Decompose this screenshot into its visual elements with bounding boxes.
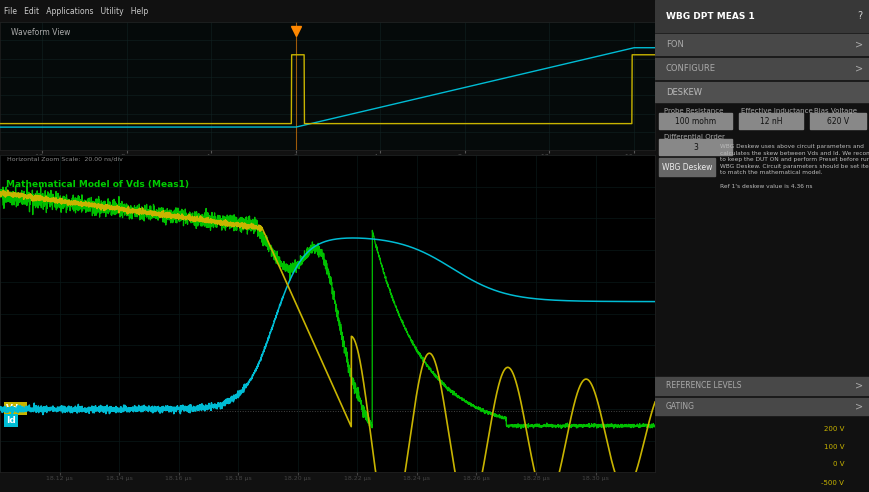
- Text: CONFIGURE: CONFIGURE: [665, 64, 715, 73]
- Text: GATING: GATING: [665, 402, 694, 411]
- Text: 12 nH: 12 nH: [759, 117, 781, 125]
- Text: Vds: Vds: [6, 403, 24, 413]
- Text: ?: ?: [856, 11, 861, 21]
- Text: Probe Resistance: Probe Resistance: [663, 108, 722, 114]
- Text: DESKEW: DESKEW: [665, 88, 701, 96]
- Text: 3: 3: [693, 143, 698, 152]
- Bar: [659, 113, 732, 129]
- Text: REFERENCE LEVELS: REFERENCE LEVELS: [665, 381, 740, 390]
- Text: Differential Order: Differential Order: [663, 134, 724, 140]
- Text: WBG Deskew uses above circuit parameters and
calculates the skew between Vds and: WBG Deskew uses above circuit parameters…: [719, 144, 869, 188]
- Bar: [654, 58, 869, 79]
- Bar: [654, 0, 869, 32]
- Text: 620 V: 620 V: [826, 117, 848, 125]
- Bar: [738, 113, 802, 129]
- Text: Horizontal Zoom Scale:  20.00 ns/div: Horizontal Zoom Scale: 20.00 ns/div: [7, 157, 123, 162]
- Bar: [659, 139, 732, 155]
- Bar: [659, 158, 714, 176]
- Text: Mathematical Model of Vds (Meas1): Mathematical Model of Vds (Meas1): [6, 180, 189, 189]
- Text: File   Edit   Applications   Utility   Help: File Edit Applications Utility Help: [4, 6, 149, 16]
- Text: WBG DPT MEAS 1: WBG DPT MEAS 1: [665, 12, 753, 21]
- Text: Id: Id: [6, 416, 16, 425]
- Text: >: >: [854, 40, 862, 50]
- Text: FON: FON: [665, 40, 683, 49]
- Text: >: >: [854, 381, 862, 391]
- Text: >: >: [854, 63, 862, 73]
- Text: 100 mohm: 100 mohm: [674, 117, 716, 125]
- Text: -500 V: -500 V: [820, 480, 843, 486]
- Text: 0 V: 0 V: [832, 461, 843, 467]
- Text: Effective Inductance: Effective Inductance: [740, 108, 812, 114]
- Bar: [654, 82, 869, 102]
- Bar: [654, 377, 869, 395]
- Text: WBG Deskew: WBG Deskew: [661, 163, 712, 172]
- Bar: [654, 398, 869, 415]
- Bar: [654, 34, 869, 55]
- Text: 100 V: 100 V: [823, 444, 843, 450]
- Text: >: >: [854, 401, 862, 411]
- Text: Bias Voltage: Bias Voltage: [813, 108, 856, 114]
- Text: Waveform View: Waveform View: [10, 29, 70, 37]
- Text: 200 V: 200 V: [823, 426, 843, 432]
- Bar: [809, 113, 865, 129]
